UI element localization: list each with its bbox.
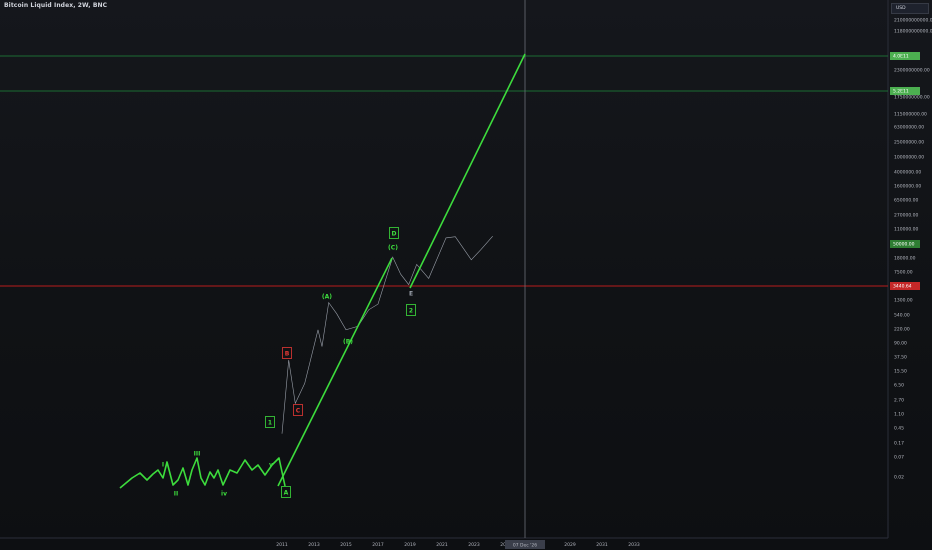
time-tick-label: 2013 (308, 542, 320, 548)
price-tick-label: 540.00 (894, 313, 910, 319)
wave-label-box (281, 486, 291, 498)
wave-label-text: I (162, 462, 164, 469)
chart-title: Bitcoin Liquid Index, 2W, BNC (4, 2, 108, 9)
price-tick-label: 110000.00 (894, 227, 918, 233)
wave-label-text: 2 (409, 308, 413, 315)
price-tick-label: 220.00 (894, 327, 910, 333)
wave-label: B (282, 347, 292, 359)
wave-impulse-a-to-d (277, 257, 393, 487)
wave-label: 1 (265, 416, 275, 428)
price-tick-label: 0.45 (894, 426, 904, 432)
wave-label: (B) (343, 339, 353, 346)
wave-label-box (265, 416, 275, 428)
wave-label: III (194, 451, 201, 458)
currency-selector[interactable]: USD (891, 3, 929, 14)
time-tick-label: 2033 (628, 542, 640, 548)
wave-impulse-left (119, 457, 286, 489)
price-tick-label: 2300000000.00 (894, 68, 930, 74)
price-tick-label: 2.70 (894, 398, 904, 404)
wave-label-text: D (392, 231, 397, 238)
wave-label: 2 (406, 304, 416, 316)
price-tick-label: 210000000000.00 (894, 18, 932, 24)
time-tick-label: 2031 (596, 542, 608, 548)
price-tick-label: 15.50 (894, 369, 907, 375)
price-tick-label: 7500.00 (894, 270, 913, 276)
crosshair-time-text: 07 Dec '26 (513, 543, 537, 549)
price-tick-label: 1300.00 (894, 298, 913, 304)
time-ticks: 2011201320152017201920212023202520272029… (276, 540, 640, 549)
wave-label: E (409, 291, 413, 298)
wave-label: (C) (388, 245, 398, 252)
wave-label-text: iv (221, 491, 227, 498)
wave-label-box (282, 347, 292, 359)
wave-label-text: III (194, 451, 201, 458)
price-tick-label: 1600000.00 (894, 184, 921, 190)
time-tick-label: 2019 (404, 542, 416, 548)
price-tick-label: 63000000.00 (894, 125, 924, 131)
price-tick-label: 1.10 (894, 412, 904, 418)
price-tick-label: 37.50 (894, 355, 907, 361)
wave-label-text: (C) (388, 245, 398, 252)
price-tick-label: 25000000.00 (894, 140, 924, 146)
price-tick-label: 10000000.00 (894, 155, 924, 161)
price-tick-label: 118000000000.00 (894, 29, 932, 35)
time-tick-label: 2011 (276, 542, 288, 548)
price-tick-label: 1750000000.00 (894, 95, 930, 101)
time-tick-label: 2017 (372, 542, 384, 548)
wave-label-text: (B) (343, 339, 353, 346)
wave-label-text: 1 (268, 420, 272, 427)
wave-label-text: v (269, 462, 273, 469)
price-tick-label: 270000.00 (894, 213, 918, 219)
wave-label: C (293, 404, 303, 416)
wave-impulse-projection (409, 53, 526, 289)
wave-label-text: E (409, 291, 413, 298)
wave-label-box (389, 227, 399, 239)
wave-label-text: (A) (322, 294, 332, 301)
wave-label-text: C (296, 408, 301, 415)
price-marker-box (890, 87, 920, 95)
wave-label: I (162, 462, 164, 469)
time-tick-label: 2015 (340, 542, 352, 548)
wave-label-box (406, 304, 416, 316)
price-marker-label: 50000.00 (893, 242, 915, 248)
price-series-line (281, 236, 493, 434)
time-tick-label: 2029 (564, 542, 576, 548)
wave-label: II (174, 491, 178, 498)
wave-label: (A) (322, 294, 332, 301)
price-ticks: 210000000000.00 118000000000.00 2300000000… (894, 18, 932, 481)
wave-label-text: II (174, 491, 178, 498)
crosshair-time-label: 07 Dec '26 (505, 540, 545, 549)
price-tick-label: 6.50 (894, 383, 904, 389)
price-tick-label: 115000000.00 (894, 112, 927, 118)
wave-label: iv (221, 491, 227, 498)
wave-label: v (269, 462, 273, 469)
price-tick-label: 0.17 (894, 441, 904, 447)
price-tick-label: 0.07 (894, 455, 904, 461)
time-tick-label: 2021 (436, 542, 448, 548)
price-markers: 4.0E11 5.2E11 50000.00 3440.64 (890, 52, 920, 290)
time-tick-label: 2023 (468, 542, 480, 548)
wave-label: A (281, 486, 291, 498)
price-marker-label: 3440.64 (893, 284, 912, 290)
wave-label: D (389, 227, 399, 239)
wave-label-box (293, 404, 303, 416)
price-tick-label: 4000000.00 (894, 170, 921, 176)
wave-label-text: A (284, 490, 289, 497)
price-tick-label: 18000.00 (894, 256, 916, 262)
price-marker-label: 4.0E11 (893, 54, 909, 60)
price-marker-box (890, 282, 920, 290)
price-marker-label: 5.2E11 (893, 89, 909, 95)
crosshair-time-box (505, 540, 545, 549)
price-tick-label: 90.00 (894, 341, 907, 347)
price-marker-box (890, 52, 920, 60)
price-tick-label: 0.02 (894, 475, 904, 481)
price-marker-box (890, 240, 920, 248)
wave-label-text: B (285, 351, 290, 358)
price-tick-label: 650000.00 (894, 198, 918, 204)
